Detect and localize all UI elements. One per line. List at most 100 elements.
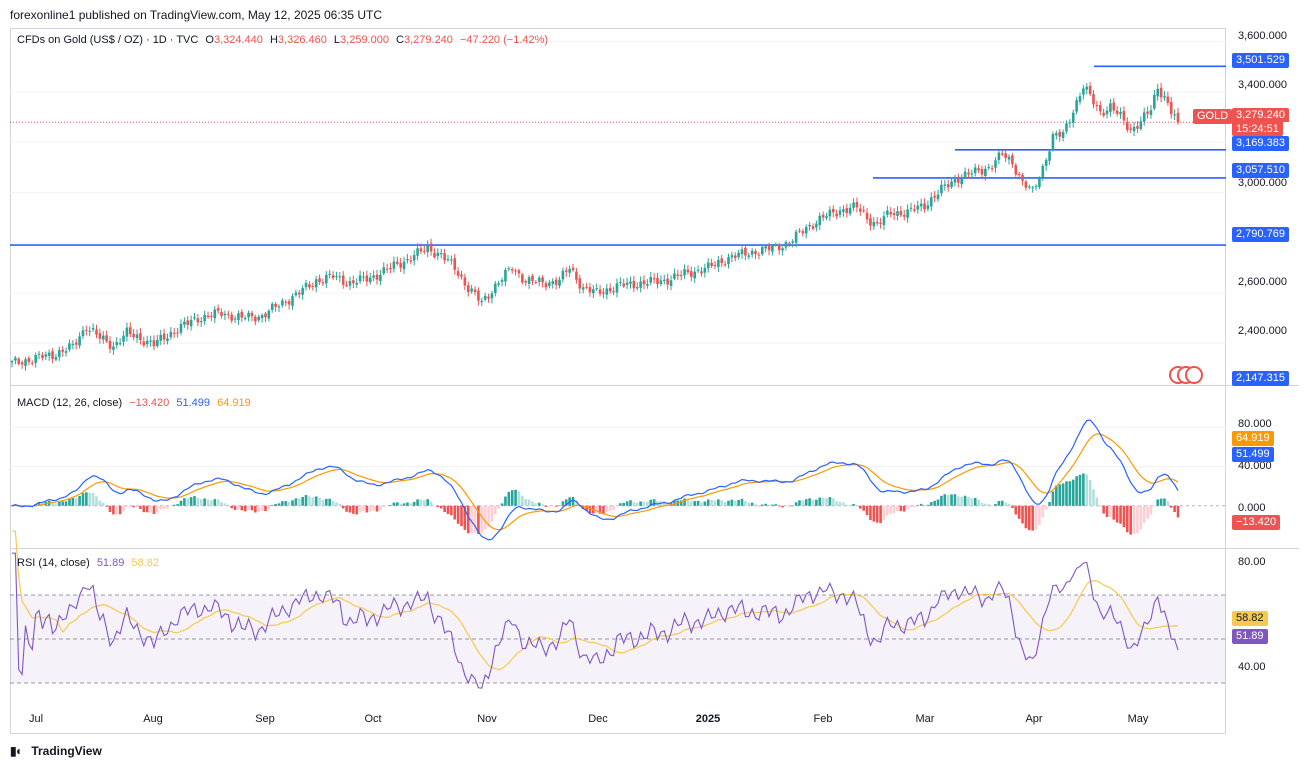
candle-body xyxy=(973,167,977,174)
macd-histogram-bar xyxy=(439,505,443,509)
macd-histogram-bar xyxy=(358,505,362,513)
candle-body xyxy=(436,252,440,256)
candle-body xyxy=(1024,181,1028,188)
candle-body xyxy=(659,280,663,285)
macd-histogram-bar xyxy=(1082,473,1085,506)
macd-histogram-bar xyxy=(1044,505,1048,510)
candle-body xyxy=(811,226,815,229)
macd-histogram-bar xyxy=(588,505,592,514)
candle-body xyxy=(544,283,548,288)
macd-histogram-bar xyxy=(723,501,727,506)
currency-flag-icon[interactable] xyxy=(1185,366,1203,384)
macd-histogram-bar xyxy=(101,502,105,506)
macd-histogram-bar xyxy=(997,501,1001,506)
macd-histogram-bar xyxy=(798,500,801,506)
macd-histogram-bar xyxy=(1017,505,1021,519)
price-axis-label: 3,000.000 xyxy=(1238,177,1287,189)
candle-body xyxy=(794,231,798,243)
candle-body xyxy=(382,267,386,274)
macd-histogram-bar xyxy=(304,495,308,506)
macd-histogram-bar xyxy=(389,505,392,506)
level-tag-r2: 3,169.383 xyxy=(1232,136,1289,151)
candle-body xyxy=(926,205,930,209)
candle-body xyxy=(774,244,778,246)
candle-body xyxy=(639,281,642,288)
macd-histogram-bar xyxy=(443,505,446,513)
candle-body xyxy=(297,292,301,295)
macd-histogram-bar xyxy=(1065,481,1068,506)
macd-histogram-bar xyxy=(368,505,372,512)
candle-body xyxy=(1051,133,1055,151)
macd-histogram-bar xyxy=(865,505,869,516)
candle-body xyxy=(30,362,34,364)
macd-histogram-bar xyxy=(345,505,348,512)
symbol-label[interactable]: CFDs on Gold (US$ / OZ) · 1D · TVC xyxy=(17,34,199,46)
macd-histogram-bar xyxy=(585,505,588,511)
macd-histogram-bar xyxy=(673,500,676,506)
candle-body xyxy=(186,320,190,325)
macd-histogram-bar xyxy=(64,501,68,506)
candle-body xyxy=(20,362,24,365)
macd-histogram-bar xyxy=(176,504,179,506)
candle-body xyxy=(1146,111,1149,114)
candle-body xyxy=(865,212,869,220)
candle-body xyxy=(825,216,828,219)
candle-body xyxy=(720,258,724,264)
tradingview-brand-label: TradingView xyxy=(31,744,102,758)
candle-body xyxy=(828,209,832,217)
macd-histogram-bar xyxy=(115,505,119,515)
macd-histogram-bar xyxy=(453,505,457,520)
macd-histogram-bar xyxy=(58,501,61,506)
candle-body xyxy=(284,301,288,303)
macd-histogram-bar xyxy=(1031,505,1034,531)
macd-histogram-bar xyxy=(284,501,288,506)
candle-body xyxy=(264,313,267,318)
pane-separator[interactable] xyxy=(10,548,1299,549)
candle-body xyxy=(406,258,409,261)
candle-body xyxy=(1166,96,1170,103)
candle-body xyxy=(10,361,14,363)
last-price-tag: 3,279.240 xyxy=(1232,108,1289,122)
macd-histogram-bar xyxy=(473,505,477,533)
macd-histogram-bar xyxy=(906,505,909,510)
candle-body xyxy=(967,172,970,175)
macd-histogram-bar xyxy=(297,498,301,506)
candle-body xyxy=(54,357,58,360)
candle-body xyxy=(740,249,744,255)
rsi-ma-value: 58.82 xyxy=(131,557,159,569)
candle-body xyxy=(990,168,994,170)
candle-body xyxy=(575,271,578,280)
candle-body xyxy=(125,327,129,337)
candle-body xyxy=(27,358,31,362)
candle-body xyxy=(358,275,362,282)
pane-separator[interactable] xyxy=(10,385,1299,386)
macd-histogram-bar xyxy=(679,500,683,506)
macd-title[interactable]: MACD (12, 26, close) xyxy=(17,397,123,409)
macd-histogram-bar xyxy=(118,505,122,515)
candle-body xyxy=(842,209,845,212)
candle-body xyxy=(470,288,473,292)
candle-body xyxy=(1142,112,1146,122)
candle-body xyxy=(389,268,392,270)
candle-body xyxy=(534,282,538,284)
candle-body xyxy=(1119,112,1122,115)
macd-histogram-bar xyxy=(869,505,872,521)
macd-histogram-bar xyxy=(561,501,565,506)
candle-body xyxy=(531,275,534,282)
rsi-title[interactable]: RSI (14, close) xyxy=(17,557,90,569)
tradingview-brand[interactable]: ▮◖ TradingView xyxy=(10,744,102,758)
macd-histogram-bar xyxy=(544,505,548,507)
macd-histogram-bar xyxy=(923,505,926,506)
macd-histogram-bar xyxy=(487,505,490,527)
macd-histogram-bar xyxy=(1055,485,1058,506)
x-axis-label: Oct xyxy=(364,713,382,725)
candle-body xyxy=(1092,94,1095,105)
macd-histogram-bar xyxy=(926,504,930,506)
candle-body xyxy=(277,306,281,308)
macd-histogram-bar xyxy=(1176,505,1180,518)
candle-body xyxy=(933,195,936,198)
macd-histogram-bar xyxy=(953,494,957,506)
macd-histogram-bar xyxy=(950,494,953,506)
macd-histogram-bar xyxy=(1163,498,1166,506)
